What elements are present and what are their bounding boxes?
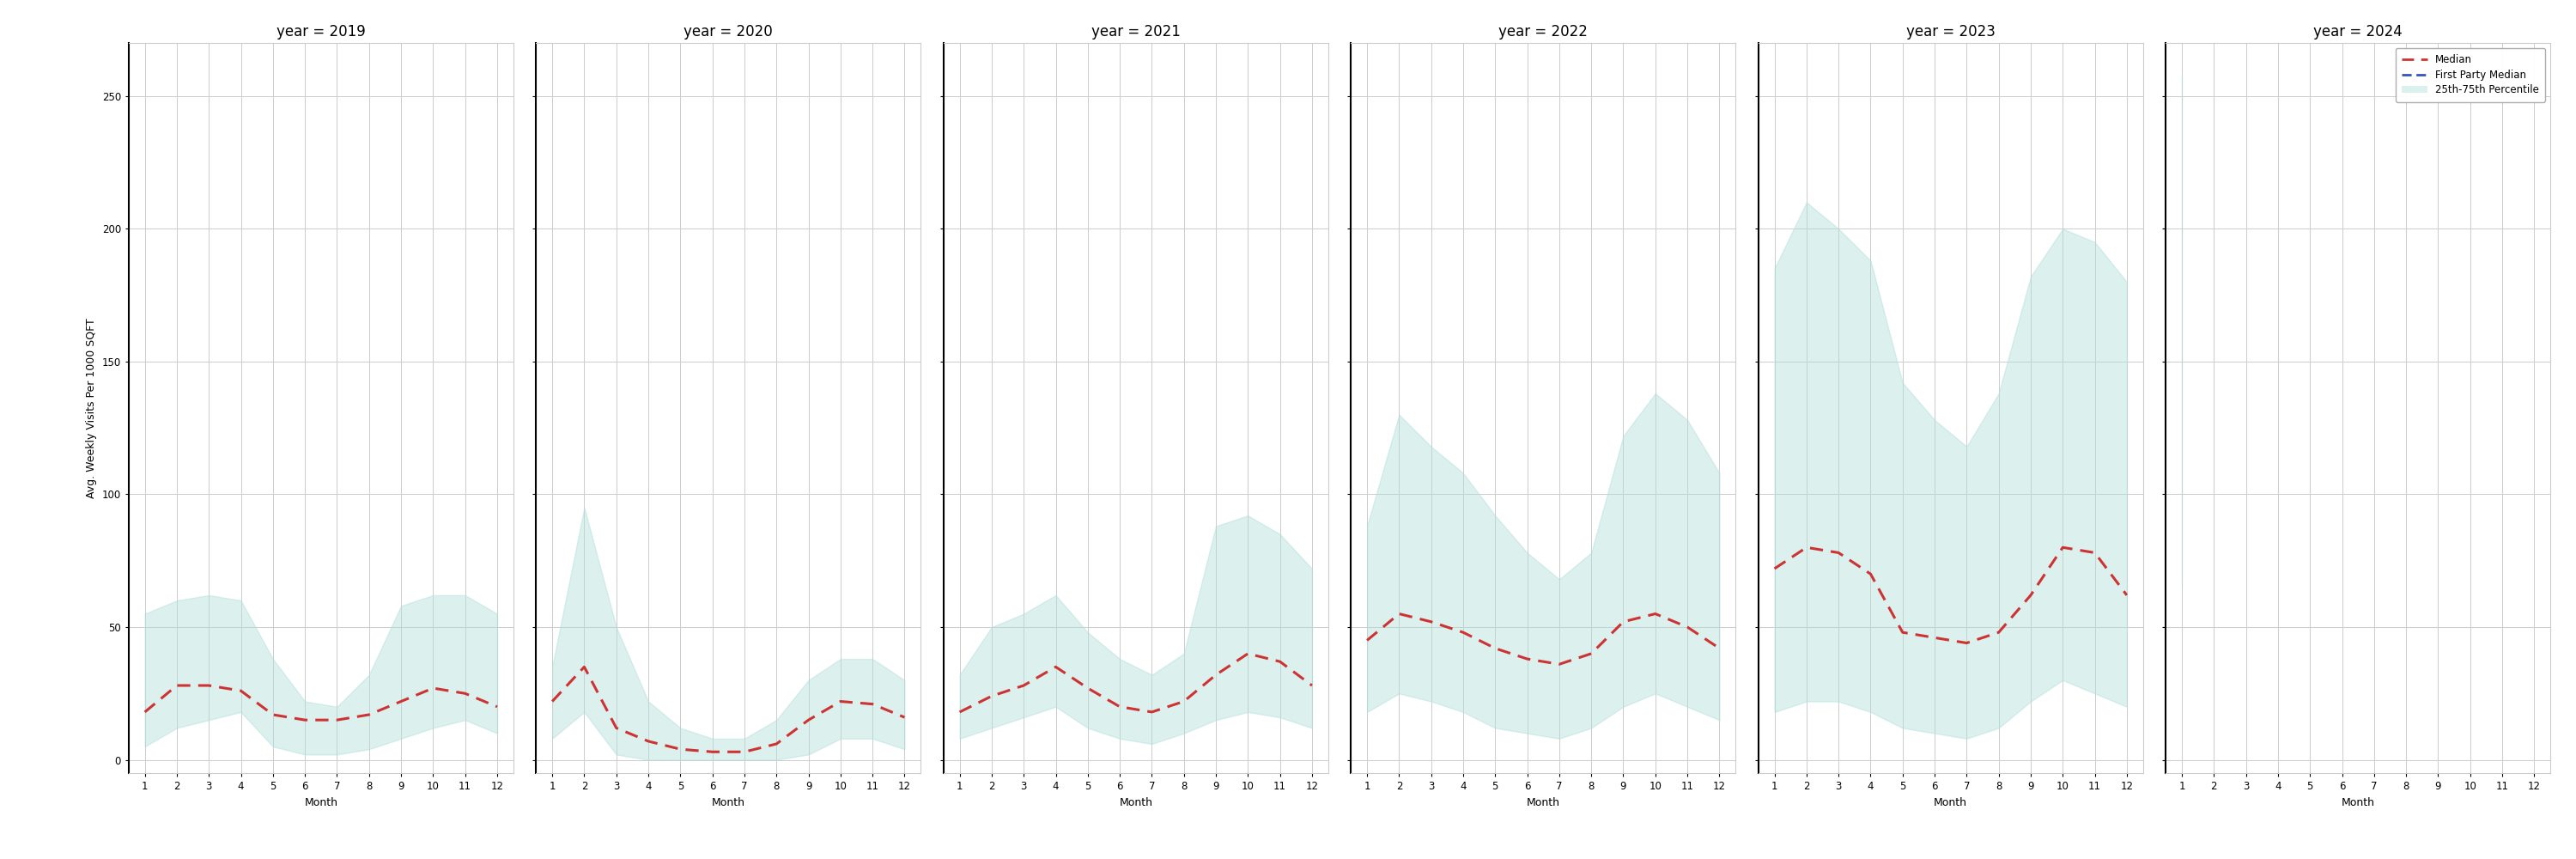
X-axis label: Month: Month — [1935, 797, 1968, 808]
Title: year = 2023: year = 2023 — [1906, 24, 1996, 40]
Y-axis label: Avg. Weekly Visits Per 1000 SQFT: Avg. Weekly Visits Per 1000 SQFT — [85, 318, 98, 498]
Title: year = 2020: year = 2020 — [683, 24, 773, 40]
Title: year = 2021: year = 2021 — [1092, 24, 1180, 40]
Title: year = 2024: year = 2024 — [2313, 24, 2403, 40]
Legend: Median, First Party Median, 25th-75th Percentile: Median, First Party Median, 25th-75th Pe… — [2396, 48, 2545, 102]
X-axis label: Month: Month — [304, 797, 337, 808]
X-axis label: Month: Month — [1118, 797, 1151, 808]
X-axis label: Month: Month — [711, 797, 744, 808]
X-axis label: Month: Month — [1528, 797, 1561, 808]
Title: year = 2019: year = 2019 — [276, 24, 366, 40]
Title: year = 2022: year = 2022 — [1499, 24, 1587, 40]
X-axis label: Month: Month — [2342, 797, 2375, 808]
